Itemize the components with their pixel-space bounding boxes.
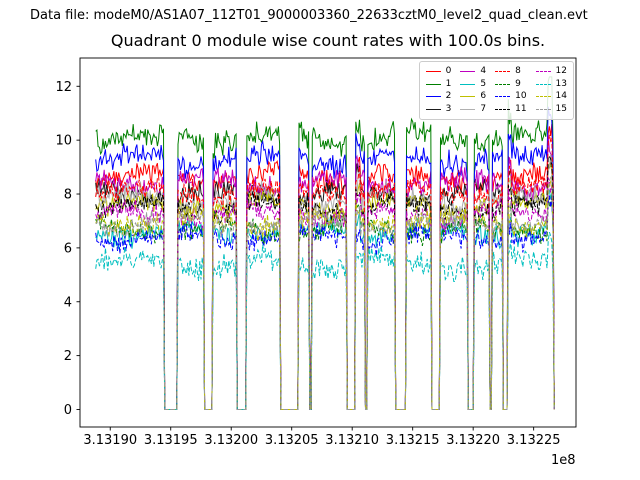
legend-label: 7 [480, 103, 487, 114]
legend-label: 1 [445, 78, 452, 89]
legend-line-sample [495, 71, 511, 73]
legend-line-sample [495, 108, 511, 110]
legend-label: 15 [555, 103, 567, 114]
chart-legend: 0 1 2 3 4 5 6 7 8 9 10 11 12 13 14 15 [418, 61, 574, 120]
legend-label: 4 [480, 66, 487, 77]
x-tick-label: 3.13225 [507, 433, 561, 448]
y-tick-label: 12 [55, 80, 72, 95]
legend-item-12: 12 [535, 66, 567, 77]
x-axis-offset-label: 1e8 [551, 453, 576, 468]
legend-label: 5 [480, 78, 487, 89]
x-tick-label: 3.13215 [386, 433, 440, 448]
data-file-label: Data file: modeM0/AS1A07_112T01_90000033… [30, 8, 588, 23]
legend-item-10: 10 [495, 91, 527, 102]
y-tick-label: 4 [64, 295, 72, 310]
legend-item-6: 6 [460, 92, 486, 101]
y-tick-label: 6 [64, 241, 72, 256]
legend-item-0: 0 [425, 66, 452, 77]
legend-item-9: 9 [495, 78, 526, 89]
legend-item-4: 4 [460, 67, 486, 76]
axes-frame [79, 57, 577, 428]
x-tick-label: 3.13190 [83, 433, 137, 448]
legend-line-sample [460, 83, 476, 85]
legend-label: 9 [515, 78, 521, 89]
x-tick-label: 3.13200 [204, 433, 258, 448]
legend-line-sample [460, 108, 476, 110]
legend-line-sample [495, 96, 511, 98]
legend-label: 12 [555, 66, 567, 77]
legend-item-3: 3 [425, 103, 452, 114]
legend-label: 10 [515, 91, 527, 102]
y-tick-label: 10 [55, 134, 72, 149]
x-tick-label: 3.13195 [144, 433, 198, 448]
legend-label: 2 [445, 91, 452, 102]
legend-line-sample [460, 96, 476, 98]
y-tick-label: 2 [64, 349, 72, 364]
legend-label: 6 [480, 91, 487, 102]
legend-label: 8 [515, 66, 521, 77]
x-tick-label: 3.13210 [325, 433, 379, 448]
x-tick-label: 3.13220 [446, 433, 500, 448]
legend-line-sample [425, 71, 441, 73]
legend-line-sample [535, 108, 551, 110]
legend-label: 11 [515, 103, 527, 114]
legend-item-1: 1 [425, 78, 452, 89]
legend-item-11: 11 [495, 103, 527, 114]
legend-line-sample [460, 71, 476, 73]
legend-line-sample [425, 96, 441, 98]
chart-title: Quadrant 0 module wise count rates with … [110, 31, 546, 50]
legend-line-sample [535, 96, 551, 98]
legend-line-sample [425, 108, 441, 110]
legend-item-15: 15 [535, 103, 567, 114]
x-tick-label: 3.13205 [265, 433, 319, 448]
legend-label: 13 [555, 78, 567, 89]
legend-item-5: 5 [460, 78, 487, 89]
legend-item-2: 2 [425, 91, 452, 102]
legend-label: 14 [555, 91, 567, 102]
legend-item-8: 8 [495, 67, 526, 76]
legend-line-sample [425, 83, 441, 85]
series-line-15 [95, 176, 555, 410]
legend-item-13: 13 [535, 78, 567, 89]
legend-line-sample [535, 71, 551, 73]
legend-label: 3 [445, 103, 452, 114]
legend-label: 0 [445, 66, 452, 77]
y-tick-label: 0 [64, 403, 72, 418]
legend-item-14: 14 [535, 91, 567, 102]
legend-line-sample [535, 83, 551, 85]
y-tick-label: 8 [64, 188, 72, 203]
legend-line-sample [495, 83, 511, 85]
legend-item-7: 7 [460, 103, 487, 114]
